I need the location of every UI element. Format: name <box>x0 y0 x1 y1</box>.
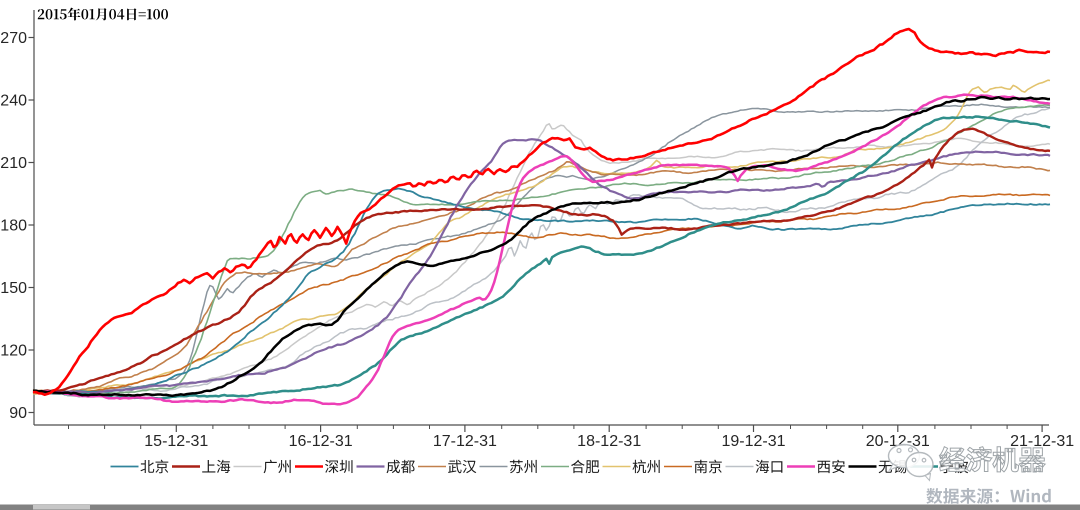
svg-text:150: 150 <box>0 280 27 297</box>
svg-text:20-12-31: 20-12-31 <box>866 433 930 450</box>
svg-text:180: 180 <box>0 218 27 235</box>
svg-text:19-12-31: 19-12-31 <box>721 433 785 450</box>
svg-text:21-12-31: 21-12-31 <box>1010 433 1074 450</box>
svg-text:17-12-31: 17-12-31 <box>433 433 497 450</box>
svg-text:120: 120 <box>0 343 27 360</box>
svg-text:90: 90 <box>9 405 27 422</box>
svg-text:18-12-31: 18-12-31 <box>577 433 641 450</box>
svg-text:270: 270 <box>0 30 27 47</box>
svg-text:15-12-31: 15-12-31 <box>144 433 208 450</box>
svg-text:16-12-31: 16-12-31 <box>289 433 353 450</box>
svg-text:210: 210 <box>0 155 27 172</box>
svg-text:240: 240 <box>0 93 27 110</box>
